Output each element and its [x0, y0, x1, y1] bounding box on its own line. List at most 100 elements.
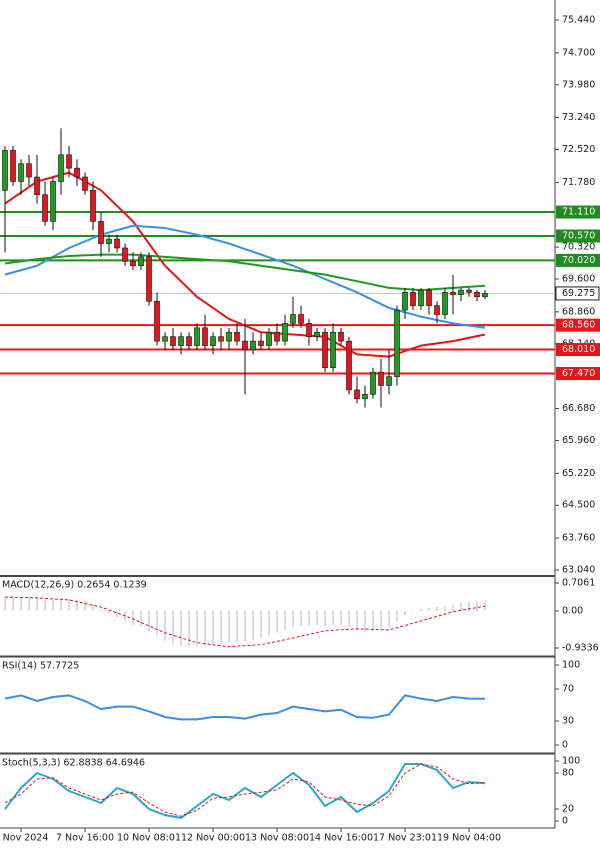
- candle-body: [74, 167, 80, 178]
- candle-body: [346, 340, 352, 391]
- price-tag: [556, 318, 600, 332]
- candle-body: [306, 323, 312, 337]
- price-tag: [556, 343, 600, 357]
- candle-body: [330, 331, 336, 369]
- y-tick-label: 65.220: [562, 468, 595, 479]
- y-tick-label: -0.9336: [562, 643, 599, 654]
- indicator-line: [4, 763, 486, 820]
- candle-body: [42, 194, 48, 222]
- candle-body: [314, 331, 320, 337]
- indicator-line: [4, 763, 486, 817]
- price-tag: [556, 367, 600, 381]
- candle-body: [274, 331, 280, 342]
- y-tick-label: 73.240: [562, 112, 595, 123]
- candle-body: [410, 292, 416, 306]
- y-tick-label: 64.500: [562, 500, 595, 511]
- y-tick-label: 30: [562, 716, 574, 727]
- candle-body: [450, 292, 456, 295]
- y-tick-label: 65.960: [562, 435, 595, 446]
- price-tag-label: 70.570: [562, 231, 595, 242]
- candle-body: [250, 340, 256, 351]
- candle-body: [282, 323, 288, 342]
- panel-title: RSI(14) 57.7725: [2, 661, 79, 672]
- panel-title: MACD(12,26,9) 0.2654 0.1239: [2, 580, 147, 591]
- candle-body: [338, 331, 344, 342]
- candle-body: [66, 154, 72, 169]
- y-tick-label: 0: [562, 740, 568, 751]
- candle-body: [34, 176, 40, 196]
- candle-body: [266, 331, 272, 346]
- price-tag-label: 68.010: [562, 344, 595, 355]
- candle-body: [194, 327, 200, 346]
- candle-body: [90, 190, 96, 222]
- candle-body: [154, 300, 160, 342]
- y-tick-label: 63.040: [562, 564, 595, 575]
- candle-body: [402, 292, 408, 311]
- candle-body: [474, 292, 480, 298]
- candle-body: [18, 163, 24, 182]
- y-tick-label: 74.700: [562, 47, 595, 58]
- y-tick-label: 100: [562, 660, 580, 671]
- x-tick-label: 12 Nov 00:00: [181, 833, 245, 844]
- candle-body: [2, 150, 8, 191]
- price-tag-label: 67.470: [562, 368, 595, 379]
- price-tag-label: 71.110: [562, 207, 595, 218]
- candle-body: [82, 176, 88, 191]
- candle-body: [418, 289, 424, 306]
- candle-body: [162, 336, 168, 342]
- y-tick-label: 66.680: [562, 403, 595, 414]
- candle-body: [210, 336, 216, 346]
- candle-body: [138, 256, 144, 267]
- y-tick-label: 80: [562, 767, 574, 778]
- candle-body: [130, 260, 136, 267]
- price-tag-label: 68.560: [562, 320, 595, 331]
- x-tick-label: 19 Nov 04:00: [437, 833, 501, 844]
- candle-body: [426, 289, 432, 306]
- x-tick-label: 13 Nov 08:00: [245, 833, 309, 844]
- candle-body: [234, 331, 240, 342]
- candle-body: [226, 331, 232, 342]
- candle-body: [114, 238, 120, 249]
- candle-body: [178, 336, 184, 346]
- y-tick-label: 63.760: [562, 533, 595, 544]
- y-tick-label: 100: [562, 755, 580, 766]
- y-tick-label: 69.600: [562, 274, 595, 285]
- price-tag: [555, 286, 600, 301]
- indicator-line: [4, 596, 486, 648]
- y-tick-label: 0.00: [562, 606, 583, 617]
- candle-body: [170, 336, 176, 346]
- indicator-line: [4, 694, 486, 721]
- candle-body: [106, 238, 112, 244]
- y-tick-label: 73.980: [562, 79, 595, 90]
- candle-body: [442, 292, 448, 315]
- candle-body: [242, 340, 248, 351]
- y-tick-label: 0.7061: [562, 578, 595, 589]
- candle-body: [394, 309, 400, 377]
- candle-body: [298, 314, 304, 324]
- candle-body: [466, 289, 472, 293]
- panel-title: Stoch(5,3,3) 62.8838 64.6946: [2, 758, 145, 769]
- price-tag-label: 70.020: [562, 255, 595, 266]
- candle-body: [370, 371, 376, 395]
- candle-body: [322, 331, 328, 369]
- x-tick-label: 10 Nov 08:01: [117, 833, 181, 844]
- y-tick-label: 75.440: [562, 15, 595, 26]
- y-tick-label: 68.860: [562, 306, 595, 317]
- y-tick-label: 70: [562, 684, 574, 695]
- candle-body: [122, 247, 128, 262]
- candle-body: [258, 340, 264, 346]
- candle-body: [218, 336, 224, 342]
- candle-body: [362, 394, 368, 400]
- price-tag: [556, 229, 600, 243]
- candle-body: [186, 336, 192, 346]
- y-tick-label: 72.520: [562, 144, 595, 155]
- candle-body: [482, 293, 488, 298]
- candle-body: [58, 154, 64, 182]
- candle-body: [26, 163, 32, 178]
- candle-body: [354, 389, 360, 400]
- y-tick-label: 70.320: [562, 242, 595, 253]
- x-tick-label: 14 Nov 16:00: [309, 833, 373, 844]
